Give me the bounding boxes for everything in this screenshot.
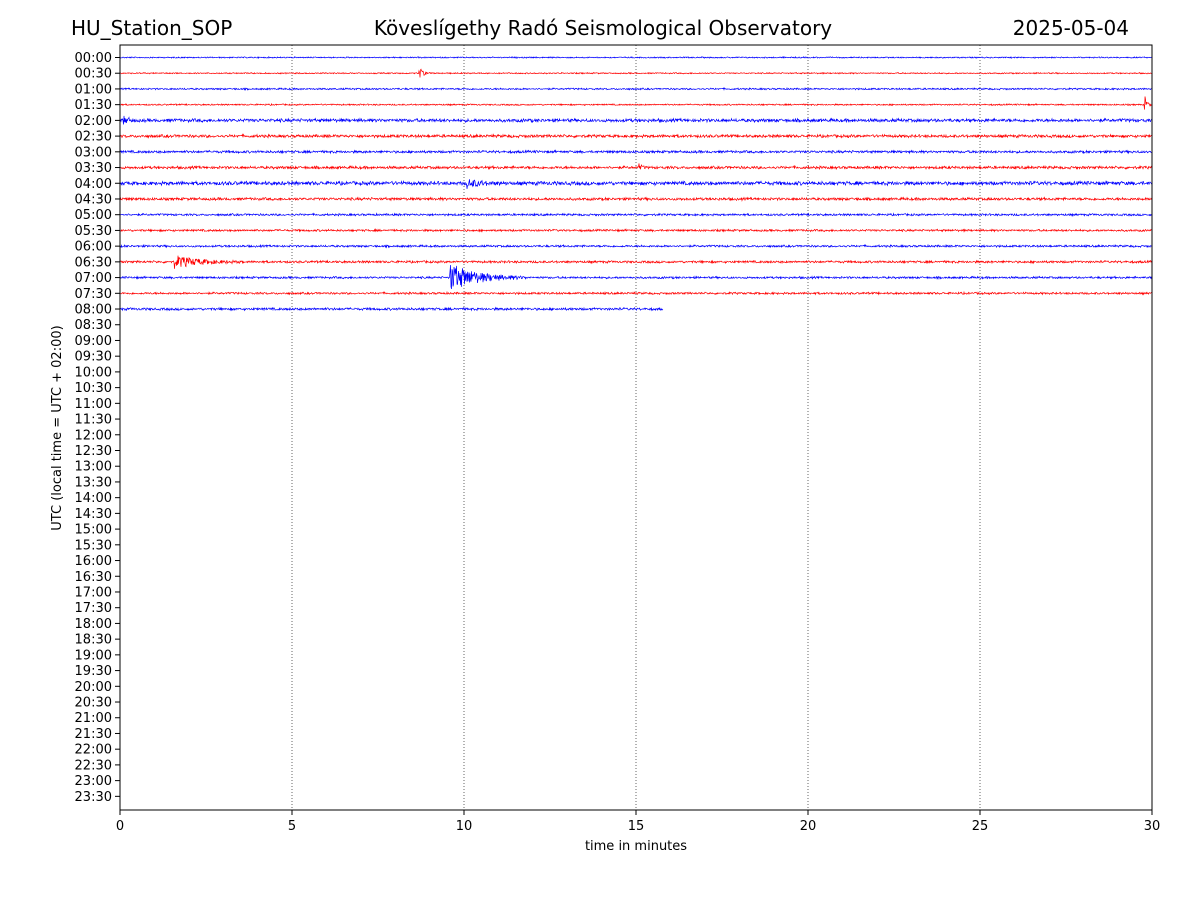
y-tick-label: 19:30 (75, 664, 112, 679)
chart-title: Köveslígethy Radó Seismological Observat… (373, 16, 833, 40)
y-tick-label: 04:30 (75, 192, 112, 207)
y-tick-label: 23:30 (75, 790, 112, 805)
y-tick-label: 20:00 (75, 680, 112, 695)
x-tick-label: 15 (628, 819, 645, 834)
y-tick-label: 21:00 (75, 711, 112, 726)
y-tick-label: 10:00 (75, 365, 112, 380)
plot-frame (119, 44, 1153, 811)
y-tick-label: 05:30 (75, 224, 112, 239)
trace-0130 (119, 96, 1153, 110)
y-tick-label: 07:30 (75, 287, 112, 302)
x-axis-ticks: 0 5 10 15 20 25 30 (116, 810, 1160, 834)
y-tick-label: 22:30 (75, 758, 112, 773)
y-tick-label: 05:00 (75, 208, 112, 223)
y-tick-label: 09:00 (75, 334, 112, 349)
y-tick-label: 00:30 (75, 67, 112, 82)
trace-0730 (119, 290, 1153, 296)
x-tick-label: 0 (116, 819, 124, 834)
x-axis-label: time in minutes (585, 839, 687, 854)
y-tick-label: 20:30 (75, 696, 112, 711)
x-tick-label: 20 (800, 819, 817, 834)
y-tick-label: 15:30 (75, 538, 112, 553)
x-tick-label: 5 (288, 819, 296, 834)
y-tick-label: 16:30 (75, 570, 112, 585)
trace-0630 (119, 255, 1153, 269)
trace-0230 (119, 133, 1153, 139)
x-tick-label: 25 (972, 819, 989, 834)
y-tick-label: 12:30 (75, 444, 112, 459)
trace-0430 (119, 196, 1153, 202)
y-tick-label: 03:00 (75, 145, 112, 160)
y-tick-label: 06:00 (75, 240, 112, 255)
y-axis-ticks: 00:0000:3001:0001:3002:0002:3003:0003:30… (75, 51, 120, 805)
y-tick-label: 17:30 (75, 601, 112, 616)
trace-0400 (119, 179, 1153, 189)
trace-0100 (119, 86, 1153, 91)
trace-0030 (119, 68, 1153, 78)
y-tick-label: 09:30 (75, 350, 112, 365)
y-tick-label: 13:00 (75, 460, 112, 475)
x-tick-label: 30 (1144, 819, 1161, 834)
trace-0000 (119, 55, 1153, 60)
y-tick-label: 15:00 (75, 523, 112, 538)
y-tick-label: 11:00 (75, 397, 112, 412)
trace-0600 (119, 243, 1153, 249)
trace-0700 (119, 264, 1153, 290)
y-axis-label: UTC (local time = UTC + 02:00) (50, 325, 65, 530)
trace-0530 (119, 228, 1153, 233)
station-label: HU_Station_SOP (71, 16, 233, 40)
y-tick-label: 01:30 (75, 98, 112, 113)
y-tick-label: 04:00 (75, 177, 112, 192)
y-tick-label: 06:30 (75, 255, 112, 270)
grid-lines (291, 45, 981, 810)
trace-0300 (119, 149, 1153, 155)
y-tick-label: 18:00 (75, 617, 112, 632)
trace-0200 (119, 115, 1153, 125)
y-tick-label: 18:30 (75, 633, 112, 648)
y-tick-label: 02:30 (75, 130, 112, 145)
y-tick-label: 08:00 (75, 303, 112, 318)
trace-0330 (119, 163, 1153, 171)
y-tick-label: 13:30 (75, 475, 112, 490)
y-tick-label: 23:00 (75, 774, 112, 789)
y-tick-label: 02:00 (75, 114, 112, 129)
y-tick-label: 12:00 (75, 428, 112, 443)
y-tick-label: 07:00 (75, 271, 112, 286)
x-tick-label: 10 (456, 819, 473, 834)
trace-0800 (119, 306, 664, 312)
y-tick-label: 01:00 (75, 82, 112, 97)
y-tick-label: 19:00 (75, 648, 112, 663)
y-tick-label: 03:30 (75, 161, 112, 176)
date-label: 2025-05-04 (1012, 16, 1129, 40)
y-tick-label: 10:30 (75, 381, 112, 396)
y-tick-label: 00:00 (75, 51, 112, 66)
trace-0500 (119, 212, 1153, 218)
y-tick-label: 16:00 (75, 554, 112, 569)
y-tick-label: 14:30 (75, 507, 112, 522)
y-tick-label: 11:30 (75, 413, 112, 428)
seismic-traces (119, 55, 1153, 312)
y-tick-label: 17:00 (75, 585, 112, 600)
y-tick-label: 14:00 (75, 491, 112, 506)
y-tick-label: 08:30 (75, 318, 112, 333)
y-tick-label: 21:30 (75, 727, 112, 742)
y-tick-label: 22:00 (75, 743, 112, 758)
